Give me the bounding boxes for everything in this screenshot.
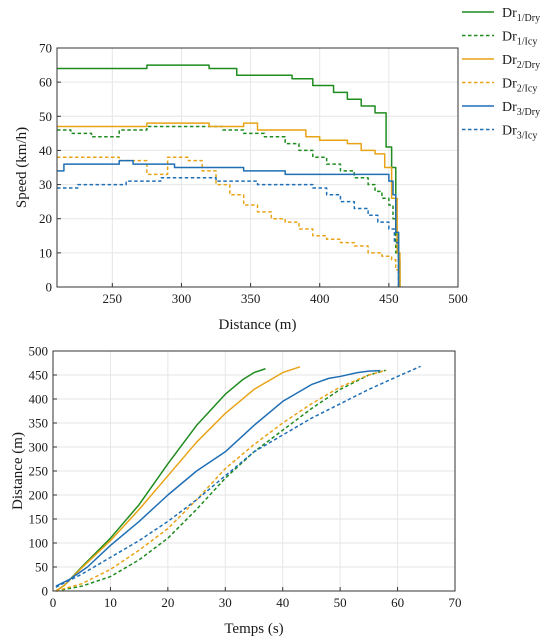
series-line-1-icy: [55, 369, 387, 592]
y-tick-label: 250: [29, 464, 49, 479]
series-line-3-dry: [57, 159, 400, 287]
y-tick-label: 400: [29, 392, 49, 407]
y-tick-label: 500: [29, 344, 49, 359]
series-line-2-icy: [57, 156, 401, 287]
x-axis-title: Distance (m): [219, 317, 297, 333]
x-tick-label: 50: [334, 595, 347, 610]
series-line-1-dry: [55, 368, 266, 592]
x-tick-label: 10: [104, 595, 117, 610]
series-line-2-dry: [55, 366, 301, 592]
x-tick-label: 300: [172, 291, 192, 306]
legend-entry: Dr3/Icy: [502, 124, 537, 142]
x-tick-label: 40: [276, 595, 289, 610]
series-line-2-icy: [55, 369, 387, 592]
y-tick-label: 200: [29, 488, 49, 503]
x-tick-label: 0: [50, 595, 57, 610]
y-tick-label: 450: [29, 368, 49, 383]
y-tick-label: 20: [39, 211, 52, 226]
y-tick-label: 50: [39, 109, 52, 124]
y-tick-label: 50: [35, 560, 48, 575]
speed-vs-distance-chart: 250 300 350 400 450 500 0 10 20 30 40 50 60 70 Distanc…: [14, 41, 468, 334]
x-tick-label: 70: [449, 595, 462, 610]
y-tick-label: 40: [39, 143, 52, 158]
x-tick-label: 20: [161, 595, 174, 610]
series-line-1-icy: [57, 125, 400, 287]
x-axis-title: Temps (s): [224, 621, 283, 637]
legend-entry: Dr1/Icy: [502, 30, 537, 48]
legend-entry: Dr2/Dry: [502, 53, 540, 71]
series-line-3-dry: [55, 369, 381, 587]
x-tick-label: 450: [379, 291, 399, 306]
y-tick-label: 30: [39, 177, 52, 192]
legend: Dr1/Dry Dr1/Icy Dr2/Dry Dr2/Icy Dr3/Dry Dr3/I…: [462, 6, 540, 142]
x-tick-label: 400: [310, 291, 330, 306]
x-tick-label: 250: [103, 291, 123, 306]
series-line-2-dry: [57, 122, 401, 287]
x-tick-label: 60: [391, 595, 404, 610]
legend-entry: Dr2/Icy: [502, 77, 537, 95]
x-tick-label: 30: [219, 595, 232, 610]
series-line-1-dry: [57, 64, 401, 287]
y-axis-title: Distance (m): [10, 432, 26, 510]
series-line-3-icy: [55, 365, 421, 588]
y-tick-label: 70: [39, 41, 52, 56]
distance-vs-time-chart: 0 10 20 30 40 50 60 70 0 50 100 150 200 250 300 350 400 4…: [10, 344, 462, 638]
y-tick-label: 0: [46, 280, 53, 295]
y-tick-label: 10: [39, 245, 52, 260]
y-tick-label: 100: [29, 536, 49, 551]
y-tick-label: 350: [29, 416, 49, 431]
y-axis-title: Speed (km/h): [14, 127, 30, 208]
x-tick-label: 500: [448, 291, 468, 306]
plot-frame: [56, 47, 459, 288]
y-tick-label: 60: [39, 75, 52, 90]
y-tick-label: 150: [29, 512, 49, 527]
legend-entry: Dr3/Dry: [502, 100, 540, 118]
legend-entry: Dr1/Dry: [502, 6, 540, 24]
y-tick-label: 0: [42, 584, 49, 599]
y-tick-label: 300: [29, 440, 49, 455]
x-tick-label: 350: [241, 291, 261, 306]
series-line-3-icy: [57, 176, 400, 287]
